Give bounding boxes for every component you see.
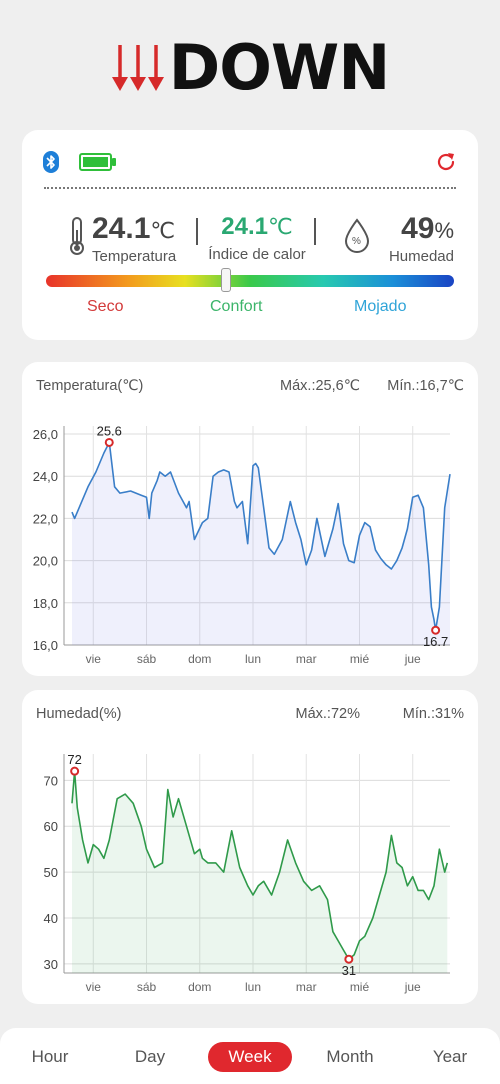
chart-max-label: Máx.:72%	[295, 706, 360, 722]
x-tick-label: dom	[188, 980, 211, 994]
temperature-unit: ℃	[150, 218, 176, 243]
tab-week[interactable]: Week	[208, 1042, 292, 1072]
temperature-value: 24.1	[92, 212, 151, 245]
tab-hour[interactable]: Hour	[31, 1047, 69, 1066]
x-tick-label: jue	[404, 980, 421, 994]
refresh-icon[interactable]	[434, 150, 458, 174]
min-marker	[431, 625, 441, 635]
logo-text: DOWN	[168, 31, 390, 104]
status-card: 24.1℃ Temperatura 24.1℃ Índice de calor …	[22, 130, 478, 340]
humidity-value: 49	[401, 212, 435, 245]
humidity-icon-text: %	[352, 236, 361, 247]
humidity-label: Humedad	[388, 248, 454, 265]
x-tick-label: mié	[350, 652, 370, 666]
zone-comfort-label: Confort	[210, 298, 263, 315]
max-marker	[104, 437, 114, 447]
x-tick-label: sáb	[137, 980, 157, 994]
humidity-chart[interactable]: 30 40 50 60 70 vie sáb dom lun mar mié jue 72 31	[22, 690, 478, 1004]
app-logo: DOWN	[0, 31, 500, 104]
x-tick-label: lun	[245, 980, 261, 994]
temperature-label: Temperatura	[92, 248, 177, 265]
tab-month[interactable]: Month	[326, 1047, 374, 1066]
series-line	[71, 770, 449, 960]
y-tick-label: 26,0	[33, 427, 58, 442]
humidity-unit: %	[434, 218, 454, 243]
x-tick-label: mar	[296, 980, 317, 994]
humidity-reading: % 49% Humedad	[344, 214, 454, 266]
comfort-scale-knob	[220, 268, 231, 292]
max-value-label: 72	[67, 752, 81, 767]
chart-title: Temperatura(℃)	[36, 378, 144, 394]
heat-index-unit: ℃	[268, 214, 293, 239]
x-tick-label: lun	[245, 652, 261, 666]
x-tick-label: vie	[86, 980, 102, 994]
chart-min-label: Mín.:31%	[402, 706, 464, 722]
separator	[314, 218, 316, 245]
zone-dry-label: Seco	[87, 298, 124, 315]
y-tick-label: 30	[44, 957, 58, 972]
tab-year[interactable]: Year	[432, 1047, 468, 1066]
x-tick-label: vie	[86, 652, 102, 666]
zone-wet-label: Mojado	[354, 298, 407, 315]
y-tick-label: 22,0	[33, 511, 58, 526]
chart-min-label: Mín.:16,7℃	[387, 378, 464, 394]
thermometer-icon	[70, 217, 84, 255]
y-tick-label: 16,0	[33, 638, 58, 653]
heat-index-label: Índice de calor	[208, 246, 306, 263]
divider	[44, 187, 456, 189]
max-value-label: 25.6	[97, 423, 122, 438]
y-tick-label: 24,0	[33, 469, 58, 484]
x-tick-label: dom	[188, 652, 211, 666]
humidity-chart-card: Humedad(%) Máx.:72% Mín.:31% 30 40 50 60 70 v…	[22, 690, 478, 1004]
temperature-chart[interactable]: 16,0 18,0 20,0 22,0 24,0 26,0 vie sáb dom lun mar m…	[22, 362, 478, 676]
y-tick-label: 50	[44, 865, 58, 880]
y-tick-label: 18,0	[33, 596, 58, 611]
x-tick-label: sáb	[137, 652, 157, 666]
heat-index-reading: 24.1℃ Índice de calor	[202, 214, 312, 263]
x-tick-label: jue	[404, 652, 421, 666]
min-value-label: 31	[342, 963, 356, 978]
period-tab-bar: Hour Day Week Month Year	[0, 1028, 500, 1084]
bluetooth-icon[interactable]	[43, 151, 59, 173]
x-tick-label: mar	[296, 652, 317, 666]
chart-title: Humedad(%)	[36, 706, 122, 722]
tab-day[interactable]: Day	[134, 1047, 166, 1066]
y-tick-label: 40	[44, 911, 58, 926]
y-tick-label: 60	[44, 819, 58, 834]
max-marker	[70, 766, 80, 776]
series-area	[72, 442, 450, 645]
min-marker	[344, 954, 354, 964]
y-tick-label: 70	[44, 773, 58, 788]
temperature-reading: 24.1℃ Temperatura	[68, 212, 218, 265]
min-value-label: 16.7	[423, 634, 448, 649]
comfort-scale-bar	[46, 275, 454, 287]
water-drop-icon	[344, 218, 370, 253]
series-line	[71, 441, 451, 631]
temperature-chart-card: Temperatura(℃) Máx.:25,6℃ Mín.:16,7℃ 16,…	[22, 362, 478, 676]
chart-max-label: Máx.:25,6℃	[280, 378, 360, 394]
battery-icon	[79, 153, 116, 171]
separator	[196, 218, 198, 245]
y-tick-label: 20,0	[33, 554, 58, 569]
x-tick-label: mié	[350, 980, 370, 994]
down-arrows-icon	[111, 45, 164, 91]
heat-index-value: 24.1	[221, 213, 268, 240]
